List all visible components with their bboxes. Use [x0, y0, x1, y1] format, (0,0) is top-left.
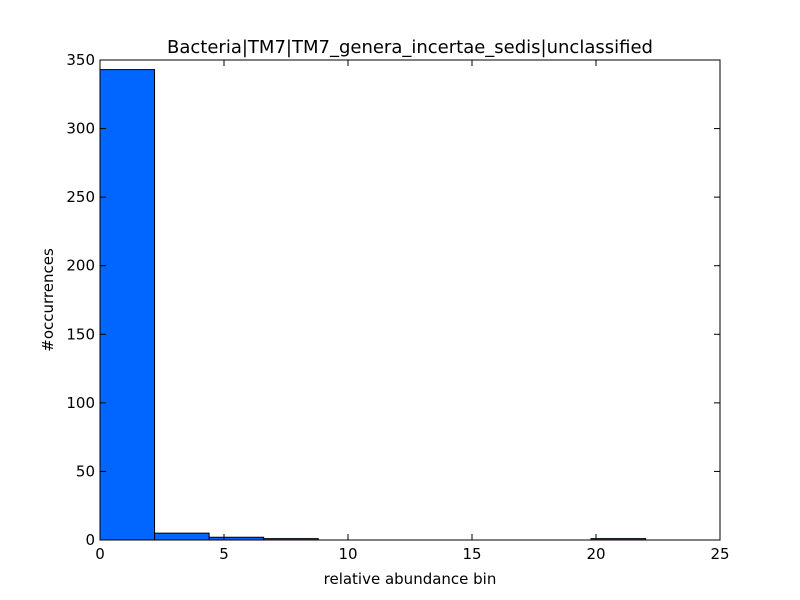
- x-axis-ticks: 0 5 10 15 20 25: [95, 60, 730, 563]
- x-tick-label: 10: [338, 545, 357, 563]
- y-tick-label: 0: [85, 531, 95, 549]
- y-tick-label: 250: [66, 188, 95, 206]
- histogram-bars: [99, 69, 647, 541]
- x-axis-label: relative abundance bin: [324, 570, 497, 588]
- x-tick-label: 20: [586, 545, 605, 563]
- histogram-bar-1: [154, 532, 210, 541]
- y-tick-label: 100: [66, 394, 95, 412]
- y-tick-label: 50: [76, 462, 95, 480]
- y-tick-label: 200: [66, 257, 95, 275]
- y-tick-label: 350: [66, 51, 95, 69]
- y-axis-label: #occurrences: [39, 248, 57, 352]
- x-tick-label: 5: [219, 545, 229, 563]
- y-tick-label: 150: [66, 325, 95, 343]
- x-tick-label: 15: [462, 545, 481, 563]
- x-tick-label: 0: [95, 545, 105, 563]
- x-tick-label: 25: [710, 545, 729, 563]
- histogram-bar-0: [99, 69, 156, 541]
- plot-frame: [99, 59, 721, 541]
- y-tick-label: 300: [66, 120, 95, 138]
- chart-title: Bacteria|TM7|TM7_genera_incertae_sedis|u…: [167, 37, 653, 58]
- y-axis-ticks: 0 50 100 150 200 250 300 350: [66, 51, 720, 549]
